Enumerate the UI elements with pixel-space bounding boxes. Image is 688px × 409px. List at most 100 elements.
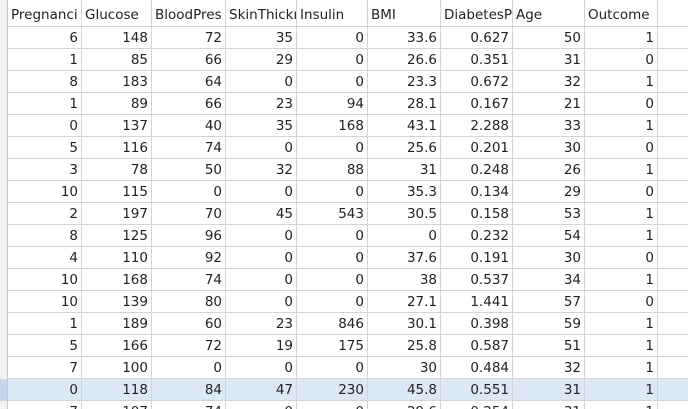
data-cell[interactable]: 88: [297, 159, 368, 181]
data-cell[interactable]: 30.5: [368, 203, 441, 225]
data-cell[interactable]: 1: [8, 93, 82, 115]
data-cell[interactable]: 543: [297, 203, 368, 225]
data-cell[interactable]: 35: [226, 115, 297, 137]
data-cell[interactable]: 78: [82, 159, 152, 181]
data-cell[interactable]: 94: [297, 93, 368, 115]
data-cell[interactable]: 30: [368, 357, 441, 379]
empty-cell[interactable]: [658, 269, 688, 291]
data-cell[interactable]: 35.3: [368, 181, 441, 203]
data-cell[interactable]: 0: [226, 225, 297, 247]
data-cell[interactable]: 60: [152, 313, 226, 335]
data-cell[interactable]: 110: [82, 247, 152, 269]
data-cell[interactable]: 125: [82, 225, 152, 247]
data-cell[interactable]: 40: [152, 115, 226, 137]
data-cell[interactable]: 32: [513, 357, 585, 379]
data-cell[interactable]: 0: [226, 357, 297, 379]
data-cell[interactable]: 115: [82, 181, 152, 203]
data-cell[interactable]: 28.1: [368, 93, 441, 115]
data-cell[interactable]: 1.441: [441, 291, 513, 313]
data-cell[interactable]: 189: [82, 313, 152, 335]
data-cell[interactable]: 59: [513, 313, 585, 335]
data-cell[interactable]: 33.6: [368, 27, 441, 49]
data-cell[interactable]: 38: [368, 269, 441, 291]
data-cell[interactable]: 45.8: [368, 379, 441, 401]
data-cell[interactable]: 0.158: [441, 203, 513, 225]
data-cell[interactable]: 66: [152, 49, 226, 71]
data-cell[interactable]: 0: [297, 137, 368, 159]
data-cell[interactable]: 0: [297, 181, 368, 203]
empty-cell[interactable]: [658, 159, 688, 181]
data-cell[interactable]: 0: [297, 71, 368, 93]
data-cell[interactable]: 0.537: [441, 269, 513, 291]
data-cell[interactable]: 37.6: [368, 247, 441, 269]
data-cell[interactable]: 6: [8, 27, 82, 49]
data-cell[interactable]: 25.6: [368, 137, 441, 159]
data-cell[interactable]: 1: [585, 203, 658, 225]
data-cell[interactable]: 10: [8, 269, 82, 291]
data-cell[interactable]: 1: [585, 225, 658, 247]
data-cell[interactable]: 2.288: [441, 115, 513, 137]
data-cell[interactable]: 846: [297, 313, 368, 335]
empty-cell[interactable]: [658, 401, 688, 409]
data-cell[interactable]: 10: [8, 181, 82, 203]
data-cell[interactable]: 51: [513, 335, 585, 357]
data-cell[interactable]: 5: [8, 137, 82, 159]
data-cell[interactable]: 35: [226, 27, 297, 49]
data-cell[interactable]: 21: [513, 93, 585, 115]
data-cell[interactable]: 0.167: [441, 93, 513, 115]
data-cell[interactable]: 19: [226, 335, 297, 357]
data-cell[interactable]: 0.201: [441, 137, 513, 159]
data-cell[interactable]: 175: [297, 335, 368, 357]
data-cell[interactable]: 0: [8, 379, 82, 401]
data-cell[interactable]: 89: [82, 93, 152, 115]
data-cell[interactable]: 50: [513, 27, 585, 49]
data-cell[interactable]: 0: [8, 115, 82, 137]
data-cell[interactable]: 0: [297, 225, 368, 247]
data-cell[interactable]: 0.551: [441, 379, 513, 401]
data-cell[interactable]: 0.672: [441, 71, 513, 93]
data-cell[interactable]: 0: [297, 27, 368, 49]
empty-cell[interactable]: [658, 379, 688, 401]
data-cell[interactable]: 74: [152, 137, 226, 159]
empty-cell[interactable]: [658, 27, 688, 49]
data-cell[interactable]: 1: [585, 379, 658, 401]
data-cell[interactable]: 31: [513, 49, 585, 71]
data-cell[interactable]: 74: [152, 401, 226, 409]
column-header[interactable]: BMI: [368, 0, 441, 27]
data-cell[interactable]: 0: [297, 401, 368, 409]
empty-cell[interactable]: [658, 115, 688, 137]
data-cell[interactable]: 30: [513, 137, 585, 159]
data-cell[interactable]: 23.3: [368, 71, 441, 93]
column-header[interactable]: Age: [513, 0, 585, 27]
data-cell[interactable]: 29: [226, 49, 297, 71]
data-cell[interactable]: 85: [82, 49, 152, 71]
data-cell[interactable]: 34: [513, 269, 585, 291]
column-header[interactable]: Insulin: [297, 0, 368, 27]
data-cell[interactable]: 0.351: [441, 49, 513, 71]
data-cell[interactable]: 0: [152, 357, 226, 379]
data-cell[interactable]: 47: [226, 379, 297, 401]
data-cell[interactable]: 107: [82, 401, 152, 409]
data-cell[interactable]: 3: [8, 159, 82, 181]
data-cell[interactable]: 27.1: [368, 291, 441, 313]
data-cell[interactable]: 0: [226, 269, 297, 291]
data-cell[interactable]: 118: [82, 379, 152, 401]
data-cell[interactable]: 0: [297, 49, 368, 71]
data-cell[interactable]: 0: [226, 181, 297, 203]
data-cell[interactable]: 23: [226, 313, 297, 335]
data-cell[interactable]: 26: [513, 159, 585, 181]
data-cell[interactable]: 2: [8, 203, 82, 225]
data-cell[interactable]: 66: [152, 93, 226, 115]
data-cell[interactable]: 139: [82, 291, 152, 313]
data-cell[interactable]: 72: [152, 335, 226, 357]
data-cell[interactable]: 1: [585, 313, 658, 335]
data-cell[interactable]: 0: [152, 181, 226, 203]
data-cell[interactable]: 0: [585, 137, 658, 159]
data-cell[interactable]: 45: [226, 203, 297, 225]
data-cell[interactable]: 72: [152, 27, 226, 49]
column-header[interactable]: Glucose: [82, 0, 152, 27]
data-cell[interactable]: 1: [8, 49, 82, 71]
data-cell[interactable]: 29: [513, 181, 585, 203]
data-cell[interactable]: 70: [152, 203, 226, 225]
data-cell[interactable]: 0: [585, 181, 658, 203]
